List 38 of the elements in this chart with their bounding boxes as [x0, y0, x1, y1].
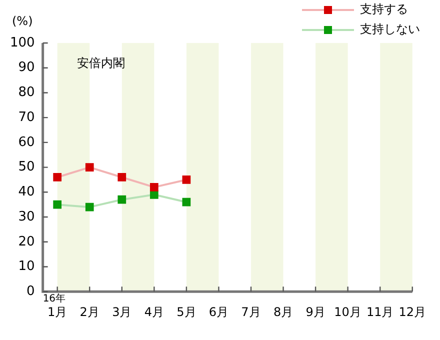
- y-tick-label: 30: [18, 209, 35, 224]
- y-tick-label: 0: [26, 284, 35, 299]
- x-tick-label: 12月: [398, 304, 426, 319]
- x-tick-label: 11月: [366, 304, 394, 319]
- y-tick-label: 80: [18, 85, 35, 100]
- x-tick-label: 9月: [306, 304, 326, 319]
- text: 16年: [42, 292, 66, 305]
- point: [85, 202, 94, 212]
- y-tick-label: 20: [18, 234, 35, 250]
- point: [182, 176, 191, 184]
- y-tick-label: 100: [10, 35, 35, 50]
- x-tick-label: 1月: [48, 304, 68, 319]
- legend-label: 支持しない: [360, 22, 420, 36]
- y-tick-label: 50: [18, 160, 35, 175]
- point: [53, 173, 62, 182]
- text: 安倍内閣: [76, 56, 125, 70]
- x-tick-label: 7月: [241, 304, 261, 319]
- point: [150, 183, 158, 192]
- point: [150, 190, 158, 199]
- x-tick-label: 4月: [144, 304, 164, 319]
- y-axis-title: (%): [12, 14, 33, 28]
- x-tick-label: 8月: [273, 304, 294, 319]
- point: [53, 200, 62, 209]
- y-tick-label: 40: [18, 184, 35, 200]
- x-tick-label: 3月: [112, 304, 132, 319]
- point: [85, 163, 94, 172]
- x-tick-label: 5月: [176, 304, 196, 319]
- x-tick-label: 2月: [80, 304, 100, 319]
- y-tick-label: 60: [18, 134, 35, 150]
- point: [182, 198, 191, 206]
- point: [118, 173, 126, 182]
- y-tick-label: 90: [18, 60, 35, 76]
- y-tick-label: 70: [18, 110, 35, 125]
- x-tick-label: 10月: [334, 304, 362, 319]
- y-tick-label: 10: [18, 259, 35, 274]
- point: [118, 195, 126, 204]
- x-tick-label: 6月: [208, 304, 229, 319]
- legend-label: 支持する: [360, 2, 408, 16]
